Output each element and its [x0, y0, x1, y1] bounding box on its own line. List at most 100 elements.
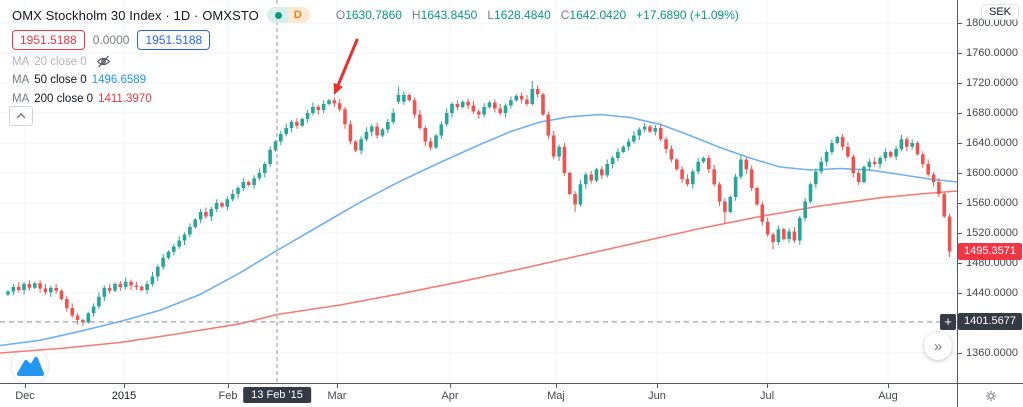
annotation-arrow-head[interactable]	[333, 82, 343, 95]
axis-settings-gear-icon[interactable]	[984, 389, 998, 403]
candle	[712, 164, 716, 187]
candle-body	[616, 152, 620, 158]
candle-body	[691, 171, 695, 185]
candle	[284, 123, 288, 137]
candle-body	[509, 100, 513, 106]
symbol-name: OMX Stockholm 30 Index	[12, 7, 162, 23]
candle	[905, 137, 909, 152]
candle	[675, 158, 679, 171]
indicator-row-ma20[interactable]: MA 20 close 0	[12, 55, 111, 68]
candle-body	[712, 169, 716, 185]
candle-body	[460, 101, 465, 107]
candle-body	[86, 313, 91, 323]
candle	[107, 284, 112, 294]
candle-body	[428, 141, 433, 148]
candle-body	[498, 108, 502, 113]
interval-status-badge[interactable]: D	[266, 7, 310, 23]
indicator-name: MA	[12, 93, 30, 105]
market-status-dot-wrap	[266, 7, 288, 23]
candle-body	[589, 174, 593, 181]
price-box-blue[interactable]: 1951.5188	[137, 30, 211, 50]
candle	[230, 189, 235, 202]
candle	[54, 284, 58, 294]
candle-body	[525, 99, 529, 104]
candle-body	[139, 287, 144, 290]
symbol-title[interactable]: OMX Stockholm 30 Index · 1D · OMXSTO	[12, 8, 259, 23]
candle	[33, 281, 37, 290]
candle-body	[937, 182, 941, 194]
time-tick-label: 2015	[111, 390, 137, 402]
ohlc-c: C1642.0420	[560, 8, 627, 22]
candle	[771, 232, 775, 250]
candle	[733, 173, 738, 201]
candle-body	[311, 107, 315, 113]
eye-off-icon[interactable]	[96, 55, 111, 68]
candle	[295, 118, 299, 129]
candle	[300, 117, 304, 128]
candle-body	[883, 152, 888, 158]
candle-body	[70, 308, 74, 316]
candle-body	[279, 134, 283, 142]
ohlc-o: O1630.7860	[335, 8, 402, 22]
candle-body	[584, 174, 588, 185]
candle-body	[658, 128, 663, 140]
candle	[947, 213, 952, 257]
candle	[65, 296, 69, 312]
price-box-red[interactable]: 1951.5188	[12, 30, 85, 50]
candle-body	[386, 122, 390, 130]
candle-body	[236, 188, 240, 194]
candle-body	[16, 287, 21, 290]
price-tick-label: 1360.0000	[966, 347, 1018, 359]
candle	[921, 151, 925, 168]
candle	[353, 140, 358, 152]
collapse-legend-button[interactable]	[9, 106, 33, 126]
candle	[364, 127, 369, 142]
jump-to-latest-button[interactable]: »	[924, 332, 952, 360]
candle-body	[787, 231, 791, 239]
indicator-row-ma50[interactable]: MA 50 close 0 1496.6589	[12, 74, 146, 86]
candle-body	[246, 182, 251, 185]
candle-body	[359, 139, 363, 151]
candle	[942, 192, 946, 218]
candle-body	[749, 169, 754, 188]
candle-body	[321, 104, 326, 110]
candle	[915, 141, 920, 156]
candle	[386, 119, 390, 134]
candle	[691, 169, 695, 189]
gear-spoke	[987, 397, 990, 400]
add-alert-plus-button[interactable]: +	[940, 314, 956, 330]
time-tick-mark	[124, 384, 125, 388]
candle	[380, 128, 385, 137]
candle-body	[284, 128, 288, 134]
candle	[348, 120, 353, 145]
candle-body	[685, 179, 690, 185]
candle	[605, 159, 609, 178]
indicator-row-ma200[interactable]: MA 200 close 0 1411.3970	[12, 93, 152, 105]
candle	[407, 93, 411, 102]
candle-body	[653, 128, 658, 132]
price-axis[interactable]: 1360.0000 1440.0000 1480.0000 1520.0000 1560…	[957, 0, 1023, 383]
annotation-arrow-shaft[interactable]	[335, 38, 359, 90]
candle-body	[856, 173, 861, 182]
candle-body	[905, 139, 909, 147]
time-axis[interactable]: Dec 2015 Feb Mar Apr Maj Jun Jul Aug 13 Feb '15	[0, 383, 1023, 407]
gear-spoke	[992, 391, 995, 394]
candle-body	[717, 184, 722, 202]
candle-body	[150, 276, 155, 284]
candle	[808, 182, 813, 203]
candle	[466, 98, 470, 110]
price-tick-mark	[958, 143, 962, 144]
chart-plot-area[interactable]	[0, 0, 957, 383]
candle-body	[353, 141, 358, 151]
time-tick-mark	[337, 384, 338, 388]
market-status-icon	[274, 11, 282, 19]
candle	[931, 172, 936, 187]
candle-body	[632, 135, 636, 142]
candle	[75, 313, 80, 325]
candle-body	[466, 101, 470, 106]
candle-body	[450, 104, 454, 113]
currency-badge[interactable]: SEK	[980, 4, 1019, 20]
candle	[134, 281, 139, 290]
candle-body	[878, 158, 882, 164]
candle	[434, 134, 438, 149]
